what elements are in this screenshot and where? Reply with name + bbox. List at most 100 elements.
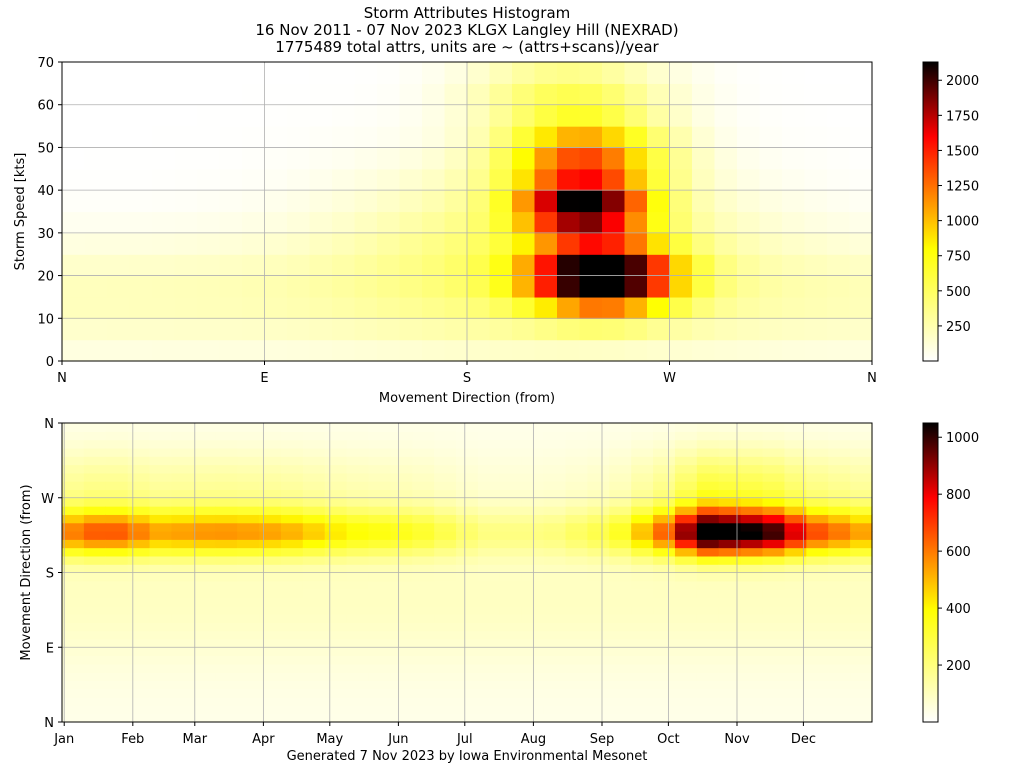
heatmap-cell — [849, 62, 873, 84]
heatmap-cell — [62, 530, 85, 540]
x-tick-label: Oct — [657, 732, 679, 747]
heatmap-cell — [565, 713, 589, 723]
heatmap-cell — [718, 663, 742, 673]
y-tick-label: E — [46, 641, 54, 656]
heatmap-cell — [784, 713, 807, 723]
heatmap-cell — [368, 589, 391, 599]
heatmap-cell — [718, 705, 742, 715]
heatmap-cell — [171, 539, 194, 549]
heatmap-cell — [489, 83, 513, 106]
heatmap-cell — [565, 497, 589, 507]
heatmap-cell — [309, 211, 333, 234]
heatmap-cell — [105, 605, 129, 615]
heatmap-cell — [521, 555, 545, 565]
heatmap-cell — [718, 680, 742, 690]
heatmap-cell — [784, 580, 807, 590]
heatmap-cell — [499, 530, 523, 540]
heatmap-cell — [219, 62, 243, 84]
heatmap-cell — [587, 680, 610, 690]
heatmap-cell — [806, 522, 829, 532]
heatmap-cell — [718, 672, 742, 682]
heatmap-cell — [696, 423, 720, 432]
heatmap-cell — [762, 431, 786, 441]
heatmap-cell — [422, 275, 446, 298]
heatmap-cell — [718, 547, 742, 557]
heatmap-cell — [280, 638, 304, 648]
heatmap-cell — [412, 655, 435, 665]
heatmap-cell — [784, 663, 807, 673]
heatmap-cell — [587, 481, 610, 491]
heatmap-cell — [174, 339, 198, 362]
heatmap-cell — [784, 622, 807, 632]
heatmap-cell — [456, 597, 479, 607]
heatmap-cell — [850, 555, 873, 565]
heatmap-cell — [280, 514, 304, 524]
heatmap-cell — [718, 655, 742, 665]
heatmap-cell — [477, 697, 501, 706]
heatmap-cell — [346, 630, 370, 640]
heatmap-cell — [499, 472, 523, 482]
y-tick-label: 60 — [37, 99, 54, 114]
heatmap-cell — [631, 655, 654, 665]
heatmap-cell — [631, 472, 654, 482]
heatmap-cell — [806, 497, 829, 507]
heatmap-cell — [609, 497, 632, 507]
heatmap-cell — [499, 589, 523, 599]
heatmap-cell — [696, 647, 720, 657]
heatmap-cell — [259, 564, 282, 574]
heatmap-cell — [368, 522, 391, 532]
heatmap-cell — [740, 697, 764, 706]
heatmap-cell — [674, 456, 698, 466]
x-tick-label: N — [867, 371, 877, 386]
heatmap-cell — [83, 489, 107, 499]
heatmap-cell — [587, 514, 610, 524]
heatmap-cell — [149, 481, 173, 491]
heatmap-cell — [737, 254, 761, 277]
heatmap-cell — [302, 456, 326, 466]
heatmap-cell — [762, 713, 786, 723]
heatmap-cell — [127, 506, 151, 515]
heatmap-cell — [152, 254, 176, 277]
heatmap-cell — [587, 622, 610, 632]
heatmap-cell — [609, 572, 632, 582]
heatmap-cell — [105, 688, 129, 698]
heatmap-cell — [653, 580, 676, 590]
heatmap-cell — [565, 489, 589, 499]
heatmap-cell — [669, 318, 693, 341]
heatmap-cell — [377, 232, 401, 255]
heatmap-cell — [129, 190, 153, 213]
heatmap-cell — [280, 547, 304, 557]
x-tick-label: Nov — [724, 732, 750, 747]
colorbar-gradient — [923, 62, 938, 361]
heatmap-cell — [434, 605, 457, 615]
heatmap-cell — [346, 589, 370, 599]
heatmap-cell — [412, 705, 435, 715]
heatmap-cell — [237, 514, 260, 524]
heatmap-cell — [237, 713, 260, 723]
heatmap-cell — [804, 147, 828, 170]
heatmap-cell — [302, 597, 326, 607]
heatmap-cell — [696, 489, 720, 499]
heatmap-cell — [804, 318, 828, 341]
heatmap-cell — [105, 423, 129, 432]
heatmap-cell — [83, 539, 107, 549]
heatmap-cell — [302, 539, 326, 549]
heatmap-cell — [456, 497, 479, 507]
heatmap-cell — [804, 126, 828, 149]
heatmap-cell — [219, 275, 243, 298]
heatmap-cell — [129, 211, 153, 234]
heatmap-cell — [827, 168, 851, 191]
heatmap-cell — [587, 605, 610, 615]
heatmap-cell — [696, 597, 720, 607]
heatmap-cell — [692, 190, 716, 213]
heatmap-cell — [368, 481, 391, 491]
heatmap-cell — [718, 555, 742, 565]
heatmap-cell — [850, 663, 873, 673]
x-tick-label: Feb — [121, 732, 144, 747]
heatmap-cell — [149, 539, 173, 549]
heatmap-cell — [193, 539, 216, 549]
heatmap-cell — [171, 572, 194, 582]
heatmap-cell — [264, 126, 288, 149]
heatmap-cell — [412, 630, 435, 640]
